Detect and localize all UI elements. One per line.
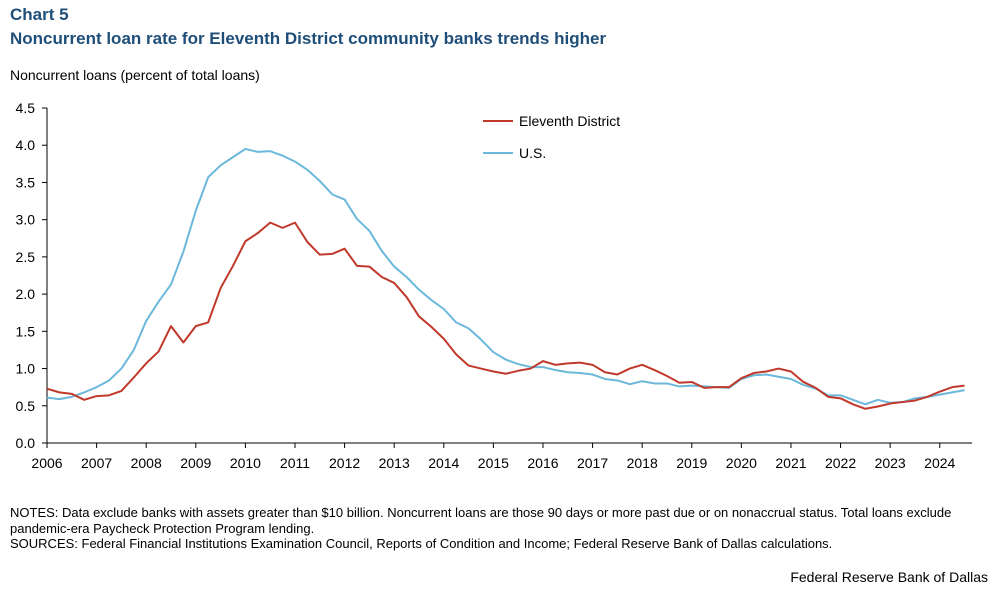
x-tick-label: 2023 (875, 455, 906, 471)
x-tick-label: 2015 (478, 455, 509, 471)
line-chart: 0.0 0.5 1.0 1.5 2.0 2.5 3.0 3.5 4.0 4.5 2006 2007 20… (16, 100, 972, 471)
credit-line: Federal Reserve Bank of Dallas (790, 569, 988, 585)
x-tick-label: 2022 (825, 455, 856, 471)
y-tick-label: 4.0 (16, 137, 36, 153)
y-tick-label: 4.5 (16, 100, 36, 116)
x-tick-label: 2007 (81, 455, 112, 471)
x-tick-label: 2008 (131, 455, 162, 471)
series-line-eleventh-district (46, 221, 965, 410)
series-line-u-s (46, 147, 965, 406)
y-tick-label: 3.5 (16, 174, 36, 190)
x-tick-label: 2018 (627, 455, 658, 471)
notes-text: NOTES: Data exclude banks with assets gr… (10, 505, 952, 536)
x-tick-label: 2010 (230, 455, 261, 471)
x-tick-label: 2013 (379, 455, 410, 471)
x-tick-label: 2017 (577, 455, 608, 471)
x-tick-label: 2016 (527, 455, 558, 471)
x-tick-label: 2006 (31, 455, 62, 471)
y-tick-label: 2.5 (16, 249, 36, 265)
y-tick-label: 1.0 (16, 361, 36, 377)
chart-notes: NOTES: Data exclude banks with assets gr… (10, 505, 985, 552)
x-tick-label: 2020 (726, 455, 757, 471)
x-tick-label: 2012 (329, 455, 360, 471)
sources-text: SOURCES: Federal Financial Institutions … (10, 536, 833, 551)
legend-label: U.S. (519, 145, 546, 161)
legend-label: Eleventh District (519, 113, 620, 129)
x-tick-label: 2024 (924, 455, 955, 471)
y-tick-label: 1.5 (16, 323, 36, 339)
x-tick-label: 2009 (180, 455, 211, 471)
chart-kicker: Chart 5 (10, 5, 69, 24)
chart-title: Noncurrent loan rate for Eleventh Distri… (10, 29, 607, 48)
x-tick-label: 2021 (775, 455, 806, 471)
x-tick-label: 2014 (428, 455, 459, 471)
y-tick-label: 0.5 (16, 398, 36, 414)
x-tick-label: 2019 (676, 455, 707, 471)
y-tick-label: 2.0 (16, 286, 36, 302)
x-tick-label: 2011 (280, 455, 310, 471)
y-tick-label: 0.0 (16, 435, 36, 451)
y-tick-label: 3.0 (16, 212, 36, 228)
y-axis-title: Noncurrent loans (percent of total loans… (10, 67, 260, 83)
